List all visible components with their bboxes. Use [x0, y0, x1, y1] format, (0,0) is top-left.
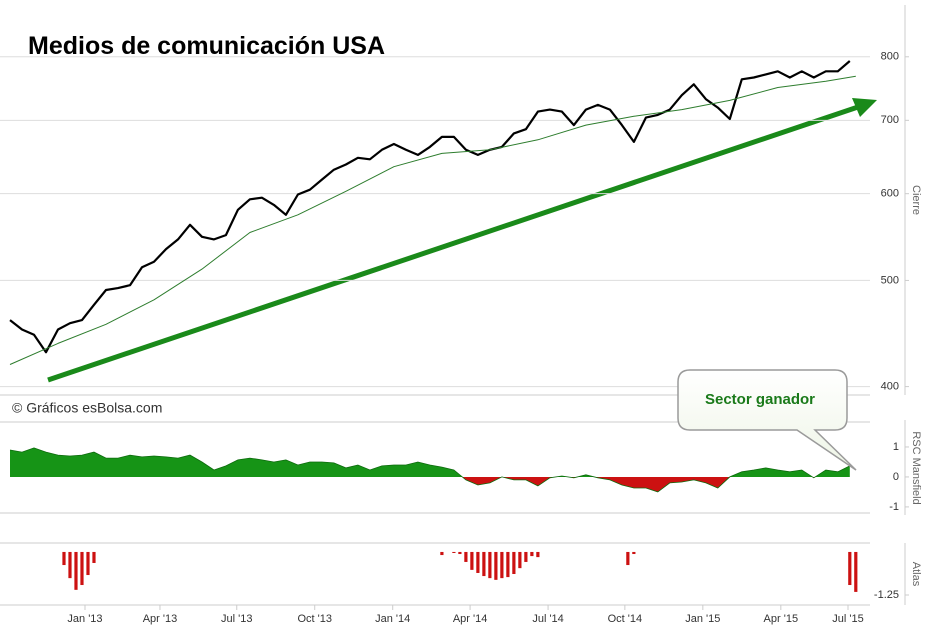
bar	[476, 551, 480, 573]
area-positive	[10, 447, 850, 477]
bar	[536, 551, 540, 558]
x-tick-label: Oct '13	[297, 613, 332, 625]
area-line	[9, 447, 850, 493]
bar	[500, 551, 504, 579]
x-tick-label: Jul '13	[221, 613, 252, 625]
y-axis-title: Atlas	[910, 562, 922, 587]
bar	[518, 551, 522, 569]
price-line	[9, 60, 851, 354]
x-tick-label: Jan '13	[67, 613, 102, 625]
bar	[494, 551, 498, 580]
price-line	[9, 75, 856, 365]
bar	[92, 551, 96, 563]
y-axis-title: RSC Mansfield	[910, 431, 922, 504]
bar	[86, 551, 90, 576]
y-tick-label: 800	[881, 51, 899, 63]
y-tick-label: -1.25	[874, 589, 899, 601]
y-axis-title: Cierre	[910, 185, 922, 215]
y-tick-label: -1	[889, 501, 899, 513]
area-negative	[462, 476, 816, 492]
x-tick-label: Apr '13	[143, 613, 178, 625]
bar	[512, 551, 516, 574]
bar	[506, 551, 510, 578]
x-tick-label: Jan '14	[375, 613, 410, 625]
bar	[458, 551, 462, 555]
bar	[488, 551, 492, 579]
x-tick-label: Apr '14	[453, 613, 488, 625]
bar	[74, 551, 78, 590]
callout: Sector ganador	[677, 369, 857, 471]
x-tick-label: Oct '14	[608, 613, 643, 625]
bar	[464, 551, 468, 562]
bar	[632, 551, 636, 555]
x-tick-label: Jul '15	[832, 613, 863, 625]
bar	[452, 551, 456, 553]
bar	[440, 551, 444, 556]
bar	[530, 551, 534, 557]
callout-text: Sector ganador	[705, 391, 815, 408]
y-tick-label: 1	[893, 441, 899, 453]
trend-arrow	[47, 98, 877, 383]
y-tick-label: 500	[881, 274, 899, 286]
bar	[848, 551, 852, 586]
bar	[482, 551, 486, 577]
y-tick-label: 0	[893, 471, 899, 483]
x-tick-label: Jul '14	[532, 613, 563, 625]
x-tick-label: Jan '15	[685, 613, 720, 625]
bar	[524, 551, 528, 562]
bar	[854, 551, 858, 592]
bar	[62, 551, 66, 566]
chart-title: Medios de comunicación USA	[28, 32, 385, 60]
copyright: © Gráficos esBolsa.com	[12, 400, 162, 416]
y-tick-label: 400	[881, 381, 899, 393]
bar	[68, 551, 72, 579]
bar	[80, 551, 84, 586]
y-tick-label: 700	[881, 114, 899, 126]
x-tick-label: Apr '15	[764, 613, 799, 625]
bar	[626, 551, 630, 566]
y-tick-label: 600	[881, 188, 899, 200]
panel-borders	[0, 5, 906, 606]
bar	[470, 551, 474, 570]
